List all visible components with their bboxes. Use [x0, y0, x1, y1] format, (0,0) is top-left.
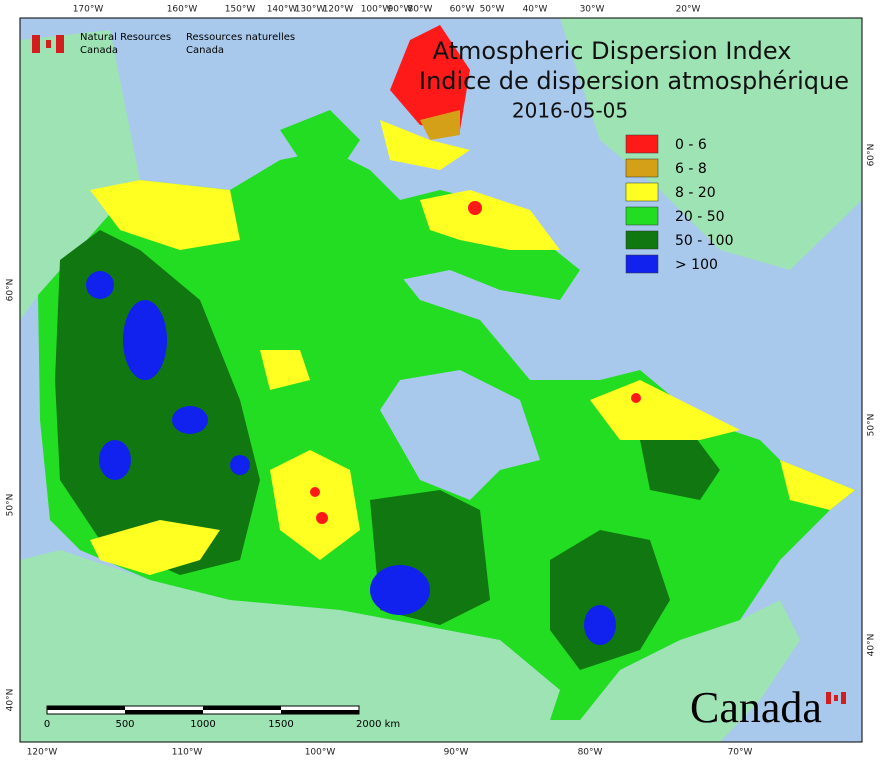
scale-label: 1500	[268, 719, 293, 730]
ellesmere-north	[390, 25, 470, 130]
arctic-islands	[230, 150, 580, 300]
legend-label: 20 - 50	[675, 209, 725, 225]
scale-label: 1000	[190, 719, 215, 730]
date: 2016-05-05	[512, 99, 628, 123]
zone-yellow	[260, 350, 310, 390]
agency-signature: Natural Resources Canada Ressources natu…	[32, 32, 295, 56]
agency-en: Natural Resources	[80, 32, 171, 43]
zone-blue	[86, 271, 114, 299]
hudson-bay	[380, 370, 540, 500]
zone-west	[55, 230, 260, 575]
flag-leaf	[46, 40, 51, 48]
longitude-label: 50°W	[480, 5, 505, 15]
zone-yellow-prairie	[270, 450, 360, 560]
zone-red	[310, 487, 320, 497]
greenland	[560, 18, 862, 270]
longitude-label: 90°W	[444, 748, 469, 758]
title-fr: Indice de dispersion atmosphérique	[419, 67, 849, 95]
zone-quebec	[550, 530, 670, 670]
map-border	[19, 17, 863, 743]
legend-swatch	[625, 182, 659, 202]
zone-blue	[230, 455, 250, 475]
latitude-label: 60°N	[6, 279, 16, 302]
island	[280, 110, 360, 170]
longitude-label: 100°W	[361, 5, 392, 15]
scale-label: 2000 km	[356, 719, 400, 730]
flag-bar	[32, 35, 40, 53]
longitude-label: 140°W	[267, 5, 298, 15]
zone-blue	[123, 300, 167, 380]
baffin	[420, 190, 560, 250]
legend-swatch	[625, 206, 659, 226]
zone-blue	[99, 440, 131, 480]
scale-label: 0	[44, 719, 50, 730]
title-en: Atmospheric Dispersion Index	[433, 37, 792, 65]
longitude-label: 120°W	[323, 5, 354, 15]
zone-labrador	[640, 430, 720, 500]
longitude-label: 20°W	[676, 5, 701, 15]
agency-en: Canada	[80, 45, 118, 56]
zone-red	[316, 512, 328, 524]
legend-label: 50 - 100	[675, 233, 734, 249]
agency-fr: Canada	[186, 45, 224, 56]
legend-swatch	[625, 230, 659, 250]
longitude-label: 70°W	[728, 748, 753, 758]
longitude-label: 100°W	[305, 748, 336, 758]
ellesmere-south	[420, 110, 460, 140]
flag-leaf	[834, 695, 838, 701]
longitude-label: 90°W	[388, 5, 413, 15]
longitude-label: 160°W	[167, 5, 198, 15]
legend: 0 - 6 6 - 8 8 - 20 20 - 50 50 - 100 > 100	[625, 134, 734, 274]
scale-bar: 0 500 1000 1500 2000 km	[44, 705, 400, 730]
longitude-label: 150°W	[225, 5, 256, 15]
scale-segment	[281, 710, 359, 714]
scale-segment	[47, 706, 125, 710]
zone-yellow-north	[90, 180, 240, 250]
longitude-label: 30°W	[580, 5, 605, 15]
legend-label: 6 - 8	[675, 161, 707, 177]
longitude-label: 60°W	[450, 5, 475, 15]
longitude-label: 130°W	[295, 5, 326, 15]
zone-yellow-south	[90, 520, 220, 575]
zone-blue	[172, 406, 208, 434]
wordmark-text: Canada	[690, 683, 822, 732]
latitude-label: 40°N	[867, 634, 877, 657]
flag-bar	[56, 35, 64, 53]
canada-wordmark: Canada	[690, 683, 846, 732]
legend-label: 0 - 6	[675, 137, 707, 153]
longitude-label: 80°W	[408, 5, 433, 15]
zone-blue	[584, 605, 616, 645]
zone-blue	[370, 565, 430, 615]
zone-yellow-newfoundland	[780, 460, 855, 510]
zone-red	[468, 201, 482, 215]
longitude-label: 40°W	[523, 5, 548, 15]
united-states	[20, 550, 800, 742]
scale-label: 500	[115, 719, 134, 730]
agency-fr: Ressources naturelles	[186, 32, 295, 43]
legend-label: > 100	[675, 257, 718, 273]
longitude-label: 170°W	[73, 5, 104, 15]
flag-bar	[841, 692, 846, 704]
island	[380, 120, 470, 170]
latitude-label: 60°N	[867, 144, 877, 167]
latitude-label: 50°N	[6, 494, 16, 517]
legend-swatch	[625, 134, 659, 154]
latitude-label: 50°N	[867, 414, 877, 437]
map-frame	[19, 17, 863, 743]
longitude-label: 120°W	[27, 748, 58, 758]
scale-segment	[125, 710, 203, 714]
legend-label: 8 - 20	[675, 185, 716, 201]
zone-red	[631, 393, 641, 403]
longitude-label: 110°W	[172, 748, 203, 758]
legend-swatch	[625, 254, 659, 274]
alaska	[20, 30, 140, 320]
legend-swatch	[625, 158, 659, 178]
latitude-label: 40°N	[6, 689, 16, 712]
zone-yellow-east	[590, 380, 740, 440]
flag-bar	[826, 692, 831, 704]
longitude-label: 80°W	[578, 748, 603, 758]
scale-segment	[203, 706, 281, 710]
